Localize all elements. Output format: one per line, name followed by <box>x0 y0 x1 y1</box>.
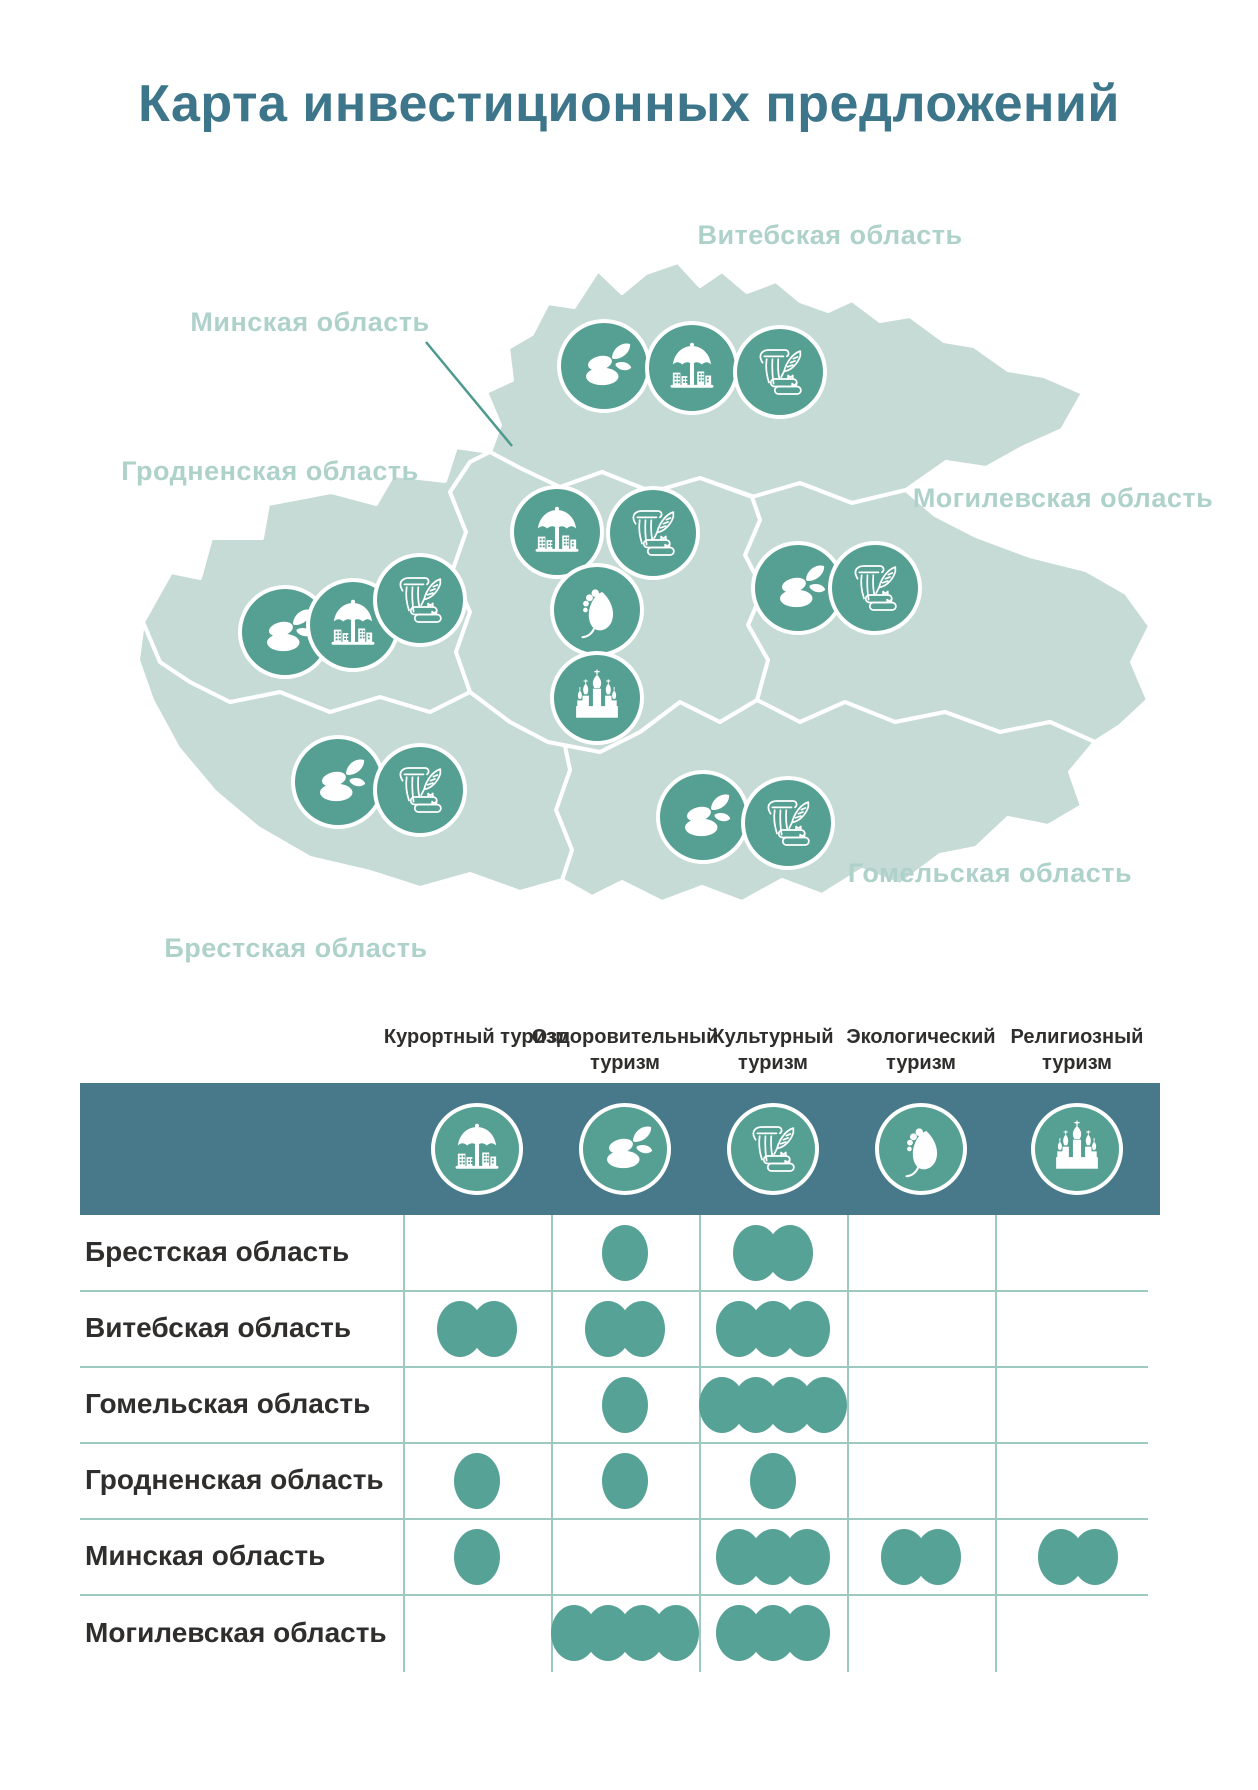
map-label-vitebsk: Витебская область <box>697 220 963 250</box>
row-divider <box>80 1366 1148 1368</box>
culture-icon <box>373 553 467 647</box>
column-header-religion: Религиозный туризм <box>1010 1026 1144 1074</box>
map-label-grodno: Гродненская область <box>121 456 419 486</box>
table-cell <box>847 1291 995 1367</box>
table-cell <box>551 1291 699 1367</box>
table-cell <box>699 1215 847 1291</box>
map-label-mogilev: Могилевская область <box>912 483 1214 513</box>
health-icon <box>656 770 750 864</box>
table-cell <box>699 1595 847 1671</box>
map-label-brest: Брестская область <box>164 933 428 963</box>
table-cell <box>551 1215 699 1291</box>
table-cell <box>403 1291 551 1367</box>
column-header-eco: Экологический туризм <box>846 1026 996 1074</box>
count-dot <box>915 1529 961 1585</box>
table-cell <box>403 1595 551 1671</box>
eco-icon <box>875 1103 967 1195</box>
health-icon <box>751 541 845 635</box>
table-cell <box>403 1519 551 1595</box>
row-label-vitebsk: Витебская область <box>85 1312 352 1343</box>
row-label-grodno: Гродненская область <box>85 1464 384 1495</box>
map-region-brest <box>136 620 574 894</box>
row-label-gomel: Гомельская область <box>85 1388 371 1419</box>
column-header-resort: Курортный туризм <box>383 1026 571 1048</box>
culture-icon <box>741 776 835 870</box>
table-cell <box>403 1215 551 1291</box>
table-cell <box>847 1443 995 1519</box>
column-header-health: Оздоровительный туризм <box>531 1026 719 1074</box>
table-cell <box>995 1215 1160 1291</box>
religion-icon <box>550 651 644 745</box>
row-divider <box>80 1518 1148 1520</box>
table-cell <box>847 1595 995 1671</box>
count-dot <box>602 1453 648 1509</box>
table-cell <box>847 1519 995 1595</box>
count-dot <box>602 1377 648 1433</box>
religion-icon <box>1031 1103 1123 1195</box>
row-label-brest: Брестская область <box>85 1236 350 1267</box>
table-cell <box>995 1443 1160 1519</box>
count-dot <box>471 1301 517 1357</box>
table-cell <box>551 1443 699 1519</box>
count-dot <box>784 1301 830 1357</box>
count-dot <box>653 1605 699 1661</box>
health-icon <box>579 1103 671 1195</box>
table-cell <box>995 1519 1160 1595</box>
resort-icon <box>510 485 604 579</box>
culture-icon <box>733 325 827 419</box>
count-dot <box>454 1453 500 1509</box>
resort-icon <box>645 321 739 415</box>
count-dot <box>784 1529 830 1585</box>
table-cell <box>403 1443 551 1519</box>
health-icon <box>291 735 385 829</box>
map-label-gomel: Гомельская область <box>847 858 1133 888</box>
count-dot <box>801 1377 847 1433</box>
count-dot <box>1071 1529 1118 1585</box>
map-region-vitebsk <box>484 260 1085 505</box>
map-markers <box>238 319 922 870</box>
health-icon <box>238 585 332 679</box>
culture-icon <box>828 541 922 635</box>
count-dot <box>619 1301 665 1357</box>
minsk-pointer-line <box>425 341 513 447</box>
column-header-culture: Культурный туризм <box>712 1026 834 1074</box>
row-divider <box>80 1290 1148 1292</box>
health-icon <box>557 319 651 413</box>
table-cell <box>995 1291 1160 1367</box>
table-header-icons <box>431 1103 1123 1195</box>
culture-icon <box>727 1103 819 1195</box>
count-dot <box>767 1225 813 1281</box>
count-dot <box>602 1225 648 1281</box>
table-cell <box>995 1367 1160 1443</box>
row-label-minsk: Минская область <box>85 1540 326 1571</box>
table-cell <box>551 1367 699 1443</box>
count-dot <box>750 1453 796 1509</box>
map-region-minsk <box>448 450 770 754</box>
table-cell <box>995 1595 1160 1671</box>
table-cell <box>699 1291 847 1367</box>
map-region-mogilev <box>743 481 1152 744</box>
resort-icon <box>431 1103 523 1195</box>
table-cell <box>699 1519 847 1595</box>
table-cell <box>551 1519 699 1595</box>
page-title: Карта инвестиционных предложений <box>138 75 1120 133</box>
count-dot <box>784 1605 830 1661</box>
table-cell <box>551 1595 699 1671</box>
table-cell <box>699 1367 847 1443</box>
table-header-band <box>80 1083 1160 1215</box>
resort-icon <box>306 578 400 672</box>
map-label-minsk: Минская область <box>190 307 430 337</box>
count-dot <box>454 1529 500 1585</box>
table-cell <box>699 1443 847 1519</box>
table-cell <box>847 1367 995 1443</box>
culture-icon <box>373 743 467 837</box>
table-cell <box>847 1215 995 1291</box>
culture-icon <box>606 486 700 580</box>
row-divider <box>80 1594 1148 1596</box>
row-label-mogilev: Могилевская область <box>85 1617 387 1648</box>
eco-icon <box>550 563 644 657</box>
row-divider <box>80 1442 1148 1444</box>
table-cell <box>403 1367 551 1443</box>
